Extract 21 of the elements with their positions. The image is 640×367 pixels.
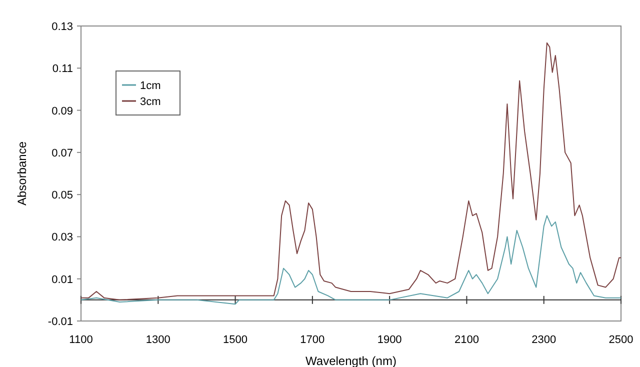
x-tick-label: 1500 <box>223 334 248 346</box>
x-tick-label: 2500 <box>608 334 634 346</box>
line-series <box>80 42 622 300</box>
legend-label: 3cm <box>140 96 161 108</box>
y-tick-label: -0.01 <box>48 316 73 328</box>
x-tick-label: 1900 <box>377 334 402 346</box>
y-tick-label: 0.11 <box>52 63 73 76</box>
y-axis-title: Absorbance <box>15 141 29 206</box>
x-tick-label: 1300 <box>146 334 170 346</box>
y-tick-label: 0.09 <box>52 105 73 118</box>
y-tick-label: 0.05 <box>52 190 73 202</box>
y-tick-label: 0.01 <box>52 274 73 286</box>
x-tick-label: 2300 <box>532 334 556 346</box>
y-tick-label: 0.03 <box>52 232 73 244</box>
x-tick-label: 1700 <box>300 334 325 346</box>
x-tick-label: 2100 <box>454 334 479 346</box>
x-tick-label: 1100 <box>69 334 93 346</box>
y-tick-label: 0.07 <box>52 147 73 160</box>
line-series <box>80 215 622 305</box>
y-tick-label: 0.13 <box>52 21 73 33</box>
legend-label: 1cm <box>140 80 161 92</box>
